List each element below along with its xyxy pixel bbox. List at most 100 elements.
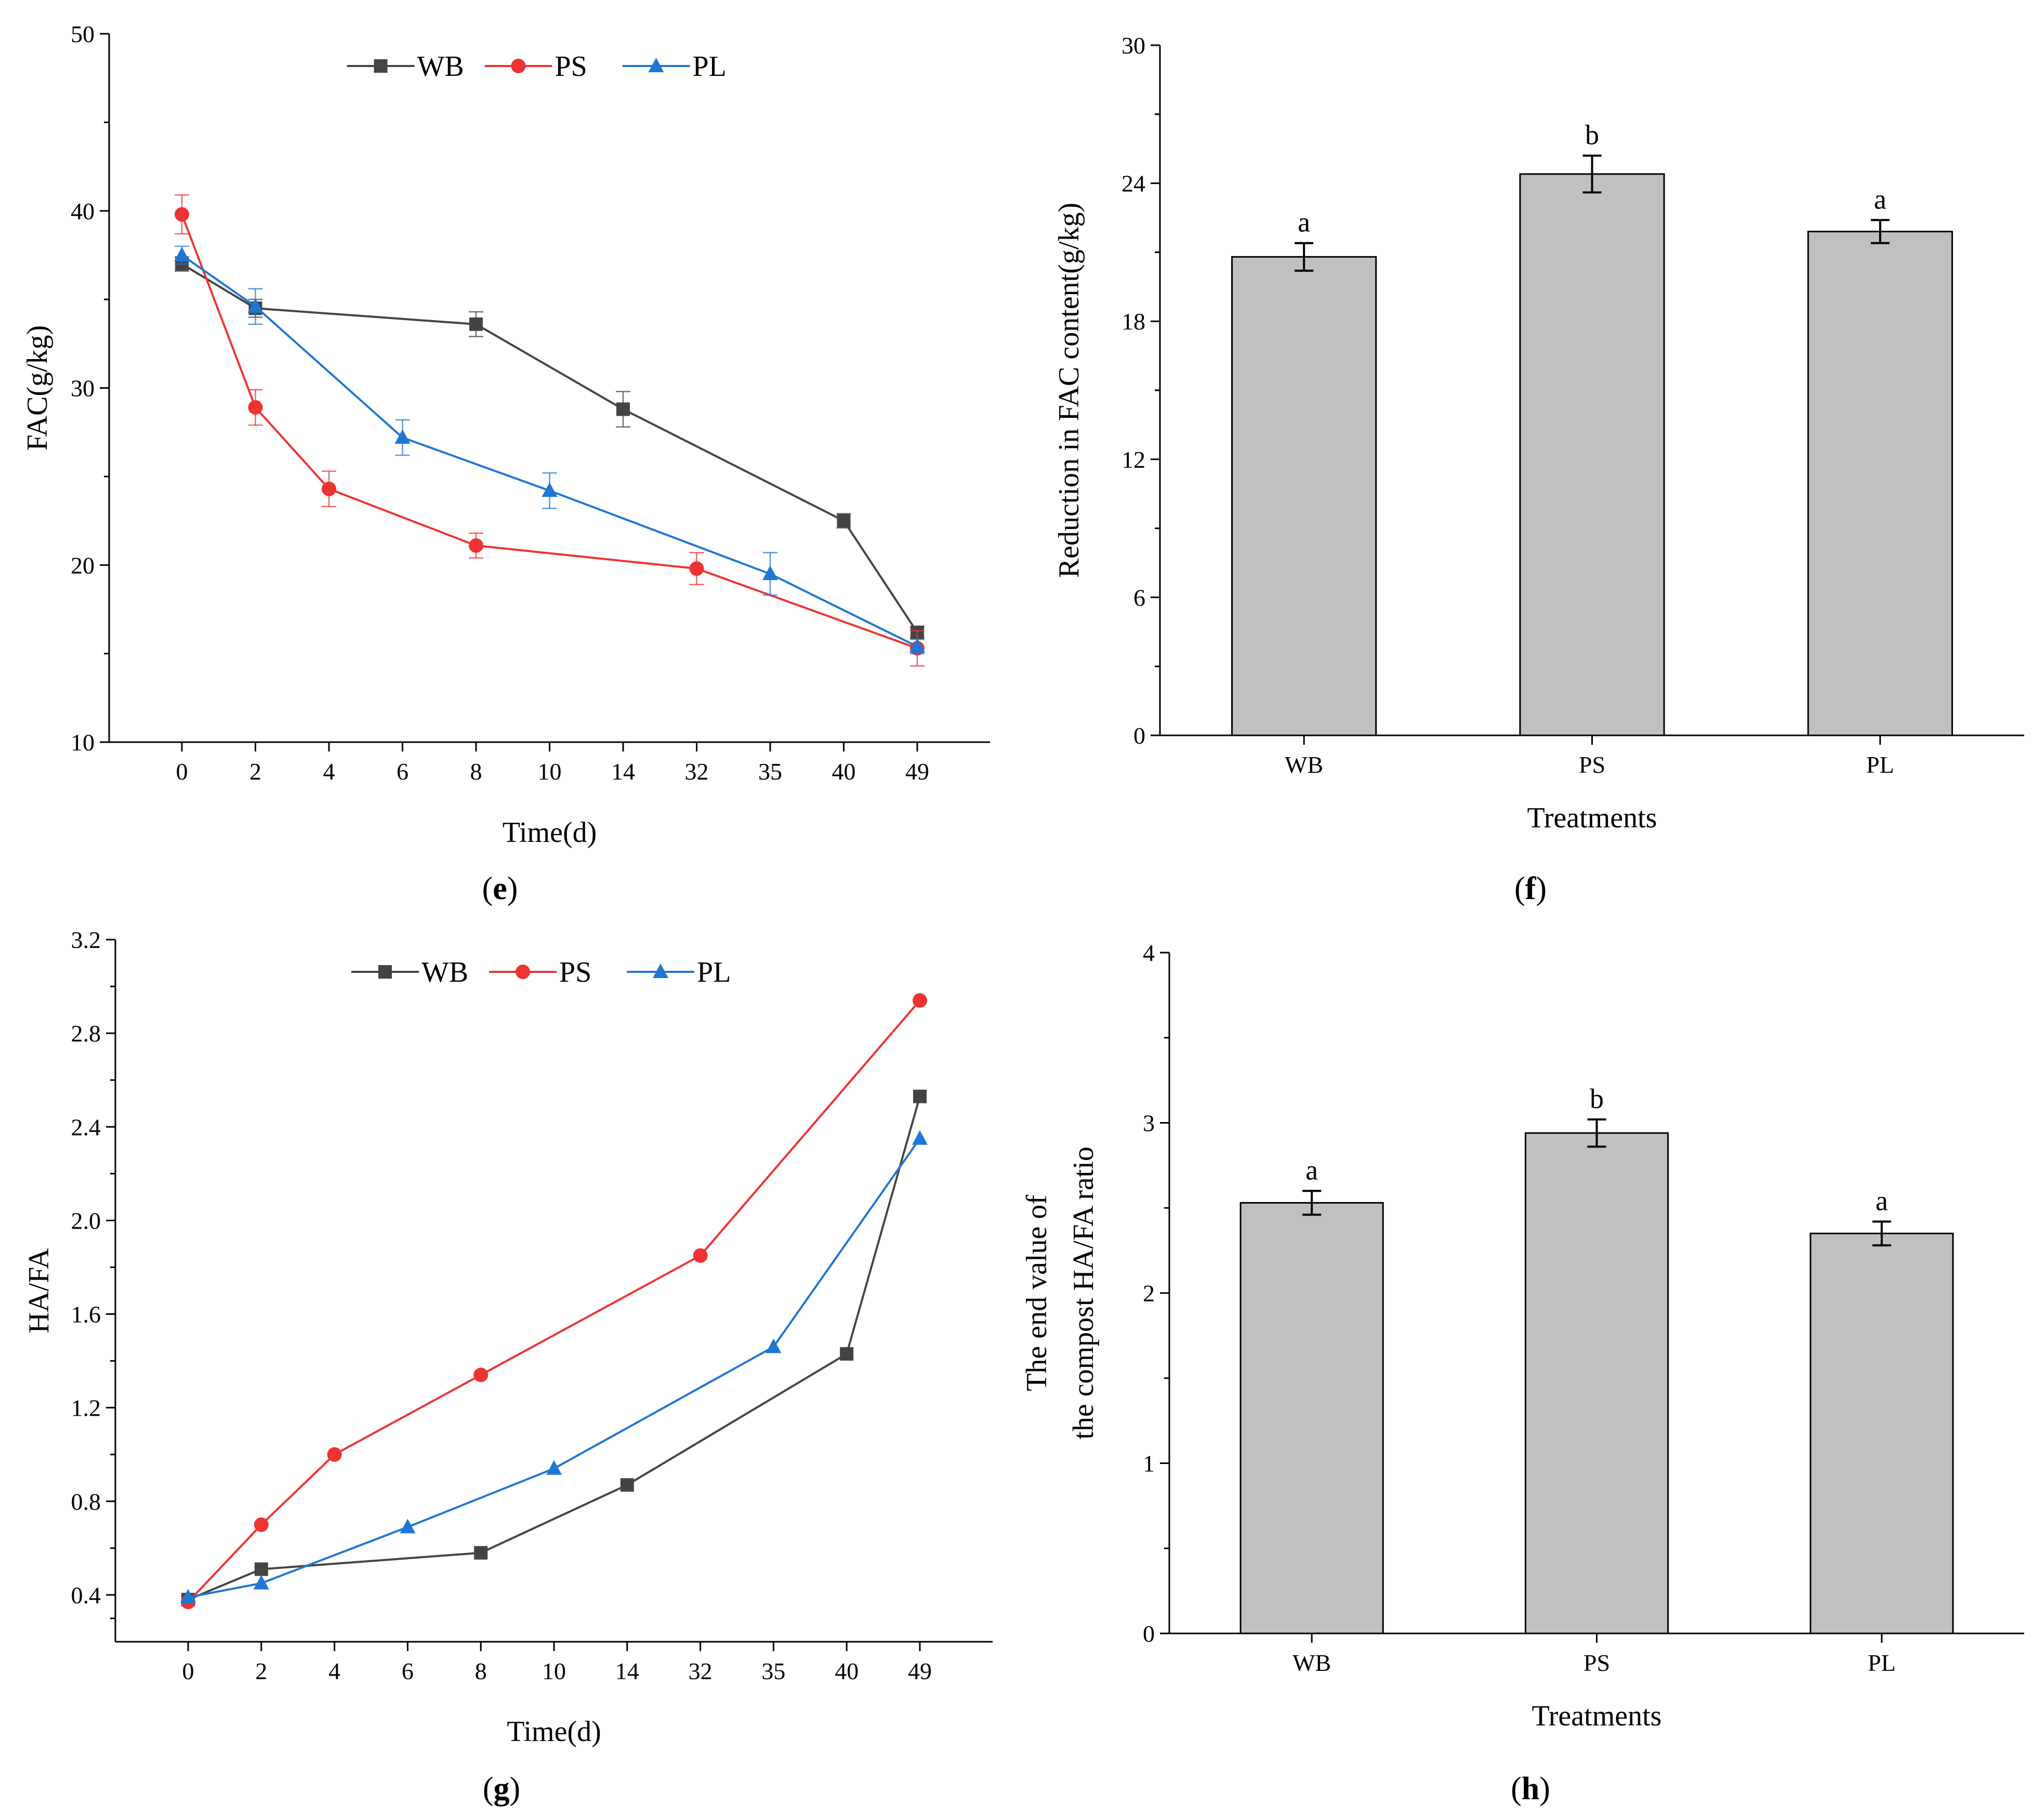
x-tick-label: 2 xyxy=(255,1658,267,1684)
x-tick-label: 10 xyxy=(538,758,562,785)
data-point-WB xyxy=(616,402,630,416)
data-point-WB xyxy=(913,1089,927,1103)
significance-letter: b xyxy=(1590,1083,1604,1114)
data-point-PS xyxy=(175,207,189,222)
legend-marker-PS xyxy=(511,59,526,73)
significance-letter: a xyxy=(1298,207,1310,238)
chart-g-ha-fa-over-time: 0.4 0.8 1.2 1.6 2.0 2.4 2.8 3.2 Time(d) HA/FA 0 2 4 6… xyxy=(23,927,993,1748)
legend-label-WB: WB xyxy=(421,956,468,988)
panel-label-h: (h) xyxy=(1511,1771,1550,1806)
x-axis-title: Time(d) xyxy=(503,816,597,849)
data-point-PL xyxy=(394,429,411,444)
chart-h-end-ha-fa-ratio: 0 1 2 3 4 Treatments The end value of the compo… xyxy=(1021,940,2024,1732)
y-tick-label: 6 xyxy=(1133,584,1145,611)
x-tick-label: 49 xyxy=(908,1658,932,1684)
data-point-PS xyxy=(913,993,927,1008)
x-axis-title: Treatments xyxy=(1527,802,1657,834)
series-line-WB xyxy=(188,1096,921,1601)
data-point-PL xyxy=(912,1130,928,1145)
data-point-PS xyxy=(254,1517,269,1532)
x-tick-label: 6 xyxy=(397,758,408,785)
legend-marker-PL xyxy=(653,964,668,978)
data-point-PL xyxy=(762,565,778,581)
x-tick-label: 10 xyxy=(542,1658,566,1684)
bar-PL xyxy=(1807,231,1953,736)
panel-label-e: (e) xyxy=(482,871,518,906)
y-tick-label: 1.6 xyxy=(71,1301,101,1328)
x-tick-label: 6 xyxy=(402,1658,414,1684)
y-tick-label: 10 xyxy=(71,729,95,756)
data-point-PS xyxy=(322,481,336,496)
data-point-WB xyxy=(840,1347,854,1361)
data-point-PL xyxy=(766,1338,782,1353)
y-tick-label: 1.2 xyxy=(71,1395,101,1421)
x-axis-title: Treatments xyxy=(1532,1700,1662,1732)
data-point-PS xyxy=(469,538,483,553)
data-point-PL xyxy=(542,482,558,497)
series-line-PS xyxy=(187,999,921,1603)
y-tick-label: 0 xyxy=(1133,722,1145,749)
series-line-PS xyxy=(181,214,918,650)
data-point-WB xyxy=(620,1478,634,1492)
x-tick-label: 40 xyxy=(832,758,856,785)
y-tick-label: 3 xyxy=(1143,1110,1155,1137)
data-point-PS xyxy=(693,1248,708,1263)
y-tick-label: 4 xyxy=(1143,940,1155,966)
data-point-WB xyxy=(254,1562,268,1576)
data-point-PS xyxy=(248,400,263,415)
y-axis-title: the compost HA/FA ratio xyxy=(1067,1146,1100,1440)
series-line-PL xyxy=(188,1138,921,1599)
y-tick-label: 2.8 xyxy=(71,1020,101,1047)
y-tick-label: 30 xyxy=(1121,32,1145,59)
significance-letter: b xyxy=(1585,119,1599,150)
data-point-PS xyxy=(473,1367,489,1382)
x-tick-label: PS xyxy=(1579,751,1605,778)
x-tick-label: 0 xyxy=(182,1658,194,1684)
series-line-WB xyxy=(181,263,918,633)
data-point-PS xyxy=(689,561,704,576)
data-point-PL xyxy=(247,298,263,313)
legend-label-PL: PL xyxy=(693,50,727,83)
bar-PS xyxy=(1524,1132,1669,1634)
legend-marker-WB xyxy=(374,59,388,73)
y-tick-label: 40 xyxy=(71,198,95,225)
y-tick-label: 3.2 xyxy=(71,927,101,953)
y-tick-label: 12 xyxy=(1121,446,1145,473)
significance-letter: a xyxy=(1874,183,1886,215)
x-tick-label: PL xyxy=(1866,751,1894,778)
data-point-WB xyxy=(837,514,851,528)
y-tick-label: 20 xyxy=(71,552,95,578)
x-axis-title: Time(d) xyxy=(507,1716,601,1748)
x-tick-label: WB xyxy=(1292,1650,1331,1676)
significance-letter: a xyxy=(1305,1155,1318,1186)
data-point-PL xyxy=(180,1589,196,1604)
data-point-PL xyxy=(909,638,925,653)
panel-label-f: (f) xyxy=(1514,871,1547,906)
chart-e-fac-over-time: 10 20 30 40 50 Time(d) FAC(g/kg) 0 2 4 6 8 10 14 32 35 4… xyxy=(21,21,990,849)
data-point-PL xyxy=(400,1519,416,1534)
legend-marker-PS xyxy=(516,965,530,979)
x-tick-label: 35 xyxy=(758,758,782,785)
bar-WB xyxy=(1239,1202,1384,1634)
x-tick-label: 4 xyxy=(328,1658,340,1684)
legend-label-PL: PL xyxy=(697,956,731,988)
x-tick-label: WB xyxy=(1285,751,1323,778)
x-tick-label: 2 xyxy=(249,758,261,785)
bar-WB xyxy=(1231,256,1377,736)
bar-PL xyxy=(1810,1232,1954,1634)
y-tick-label: 30 xyxy=(71,375,95,402)
x-tick-label: 49 xyxy=(905,758,929,785)
legend-marker-WB xyxy=(378,965,392,979)
y-tick-label: 0.4 xyxy=(71,1582,101,1608)
legend: WB PS PL xyxy=(347,50,727,83)
x-tick-label: 32 xyxy=(685,758,709,785)
legend-label-WB: WB xyxy=(417,50,464,83)
y-axis-title: FAC(g/kg) xyxy=(21,325,54,451)
y-axis-title: HA/FA xyxy=(23,1248,55,1333)
data-point-PL xyxy=(546,1460,562,1475)
data-point-PS xyxy=(327,1447,342,1462)
y-tick-label: 18 xyxy=(1121,308,1145,335)
y-tick-label: 0 xyxy=(1143,1620,1155,1647)
y-tick-label: 24 xyxy=(1121,170,1145,197)
